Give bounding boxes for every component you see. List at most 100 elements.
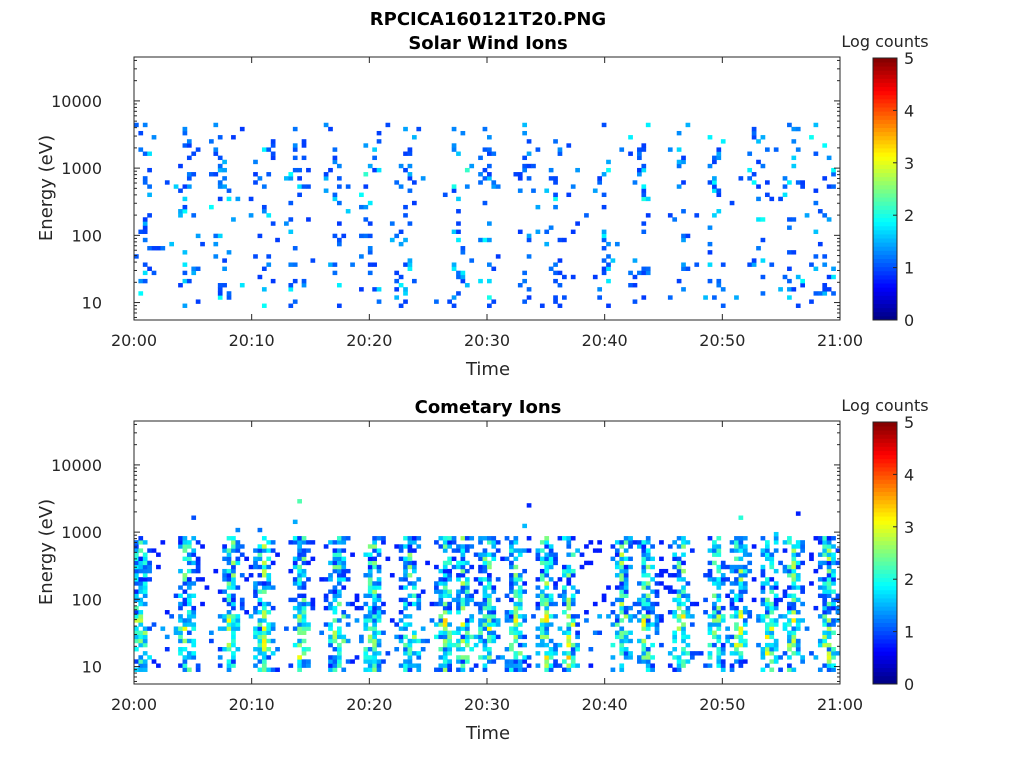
heatmap-cell: [544, 597, 550, 603]
heatmap-cell: [403, 291, 408, 296]
heatmap-cell: [773, 622, 779, 627]
heatmap-cell: [760, 552, 766, 557]
heatmap-cell: [222, 577, 227, 582]
heatmap-cell: [451, 564, 457, 570]
heatmap-cell: [548, 266, 554, 271]
heatmap-cell: [747, 568, 753, 574]
heatmap-cell: [142, 638, 148, 644]
heatmap-cell: [398, 585, 404, 590]
heatmap-cell: [676, 130, 682, 136]
heatmap-cell: [261, 659, 267, 664]
heatmap-cell: [464, 184, 470, 189]
heatmap-cell: [712, 610, 717, 615]
heatmap-cell: [720, 605, 726, 611]
heatmap-cell: [456, 548, 461, 553]
heatmap-cell: [222, 556, 227, 562]
heatmap-cell: [478, 577, 483, 582]
heatmap-cell: [645, 585, 651, 590]
heatmap-cell: [756, 196, 761, 202]
heatmap-cell: [707, 614, 713, 619]
heatmap-cell: [813, 200, 819, 206]
heatmap-cell: [531, 163, 536, 169]
heatmap-cell: [795, 552, 801, 557]
heatmap-cell: [597, 176, 603, 181]
heatmap-cell: [831, 167, 836, 173]
heatmap-cell: [487, 597, 492, 603]
heatmap-cell: [231, 642, 236, 648]
heatmap-cell: [398, 544, 404, 549]
heatmap-cell: [266, 254, 272, 259]
heatmap-cell: [813, 568, 819, 574]
heatmap-cell: [292, 560, 298, 566]
heatmap-cell: [195, 299, 201, 304]
colorbar-tick-label: 4: [904, 465, 914, 484]
heatmap-cell: [478, 581, 483, 586]
heatmap-cell: [381, 630, 386, 635]
heatmap-cell: [787, 287, 792, 292]
heatmap-cell: [544, 540, 550, 545]
heatmap-cell: [407, 556, 413, 562]
heatmap-cell: [539, 618, 545, 623]
heatmap-cell: [235, 647, 241, 652]
heatmap-cell: [575, 614, 580, 619]
heatmap-cell: [231, 577, 236, 582]
heatmap-cell: [226, 614, 232, 619]
heatmap-cell: [328, 167, 333, 173]
heatmap-cell: [142, 573, 148, 578]
heatmap-cell: [411, 663, 417, 668]
heatmap-cell: [186, 540, 192, 545]
heatmap-cell: [822, 560, 828, 566]
heatmap-cell: [676, 560, 682, 566]
colorbar-step: [873, 520, 897, 525]
heatmap-cell: [619, 647, 625, 652]
heatmap-cell: [178, 213, 183, 218]
heatmap-cell: [292, 614, 298, 619]
heatmap-cell: [372, 626, 377, 631]
heatmap-cell: [544, 585, 550, 590]
heatmap-cell: [645, 647, 651, 652]
heatmap-cell: [826, 155, 832, 161]
heatmap-cell: [261, 204, 267, 210]
heatmap-cell: [411, 601, 417, 607]
heatmap-cell: [403, 564, 408, 570]
heatmap-cell: [773, 597, 779, 603]
heatmap-cell: [310, 540, 316, 545]
heatmap-cell: [826, 577, 832, 582]
heatmap-cell: [142, 667, 148, 672]
heatmap-cell: [438, 536, 444, 541]
heatmap-cell: [460, 548, 466, 553]
heatmap-cell: [791, 560, 797, 566]
heatmap-cell: [231, 634, 236, 640]
heatmap-cell: [438, 622, 444, 627]
heatmap-cell: [641, 221, 647, 226]
heatmap-cell: [134, 560, 139, 566]
heatmap-cell: [464, 283, 470, 288]
heatmap-cell: [336, 655, 342, 660]
heatmap-cell: [182, 303, 188, 308]
heatmap-cell: [456, 667, 461, 672]
heatmap-cell: [142, 663, 148, 668]
heatmap-cell: [275, 237, 280, 243]
heatmap-cell: [817, 540, 823, 545]
heatmap-cell: [226, 618, 232, 623]
heatmap-cell: [332, 233, 338, 239]
colorbar-step: [873, 679, 897, 685]
heatmap-cell: [544, 651, 550, 656]
colorbar-step: [873, 593, 897, 599]
heatmap-cell: [517, 172, 523, 177]
heatmap-cell: [231, 548, 236, 553]
heatmap-cell: [447, 601, 452, 607]
heatmap-cell: [522, 589, 528, 594]
heatmap-cell: [438, 597, 444, 603]
heatmap-cell: [614, 634, 620, 640]
heatmap-cell: [601, 266, 607, 271]
heatmap-cell: [716, 597, 722, 603]
heatmap-cell: [231, 626, 236, 631]
heatmap-cell: [716, 278, 722, 284]
heatmap-cell: [685, 605, 691, 611]
heatmap-cell: [345, 577, 351, 582]
heatmap-cell: [403, 585, 408, 590]
heatmap-cell: [226, 577, 232, 582]
colorbar-step: [873, 160, 897, 165]
heatmap-cell: [328, 560, 333, 566]
